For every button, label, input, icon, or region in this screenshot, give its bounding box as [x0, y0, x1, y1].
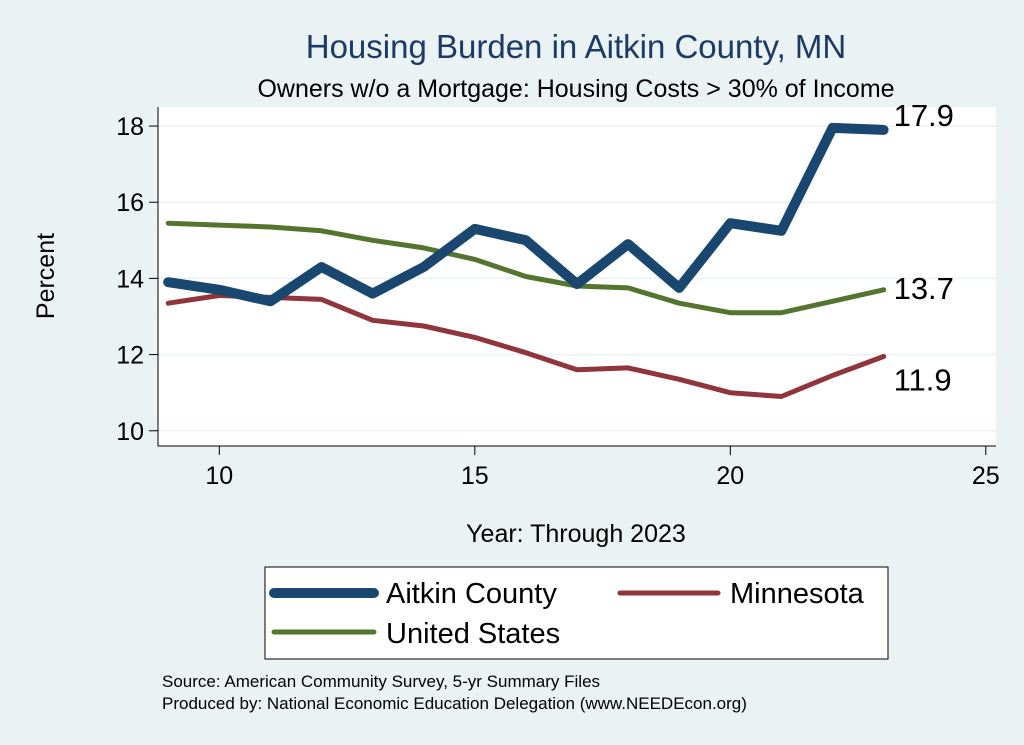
y-tick-label-10: 10 — [116, 418, 144, 446]
y-tick-label-18: 18 — [116, 113, 144, 141]
series-line-united-states — [165, 220, 887, 316]
y-axis-ticks: 10 12 14 16 18 — [116, 113, 158, 446]
source-line: Source: American Community Survey, 5-yr … — [162, 672, 600, 691]
chart-title: Housing Burden in Aitkin County, MN — [306, 28, 847, 65]
end-label-aitkin-county: 17.9 — [894, 98, 954, 133]
series-line-aitkin-county — [163, 122, 889, 307]
series-end-point-minnesota — [881, 353, 887, 359]
x-tick-label-25: 25 — [972, 462, 1000, 490]
series-end-point-aitkin-county — [879, 125, 888, 134]
producer-line: Produced by: National Economic Education… — [162, 694, 747, 713]
y-tick-label-12: 12 — [116, 342, 144, 370]
series-lines — [163, 122, 889, 399]
chart-subtitle: Owners w/o a Mortgage: Housing Costs > 3… — [257, 75, 894, 103]
y-tick-label-14: 14 — [116, 265, 144, 293]
y-axis-title: Percent — [32, 233, 60, 319]
x-tick-label-20: 20 — [716, 462, 744, 490]
series-end-point-united-states — [881, 287, 887, 293]
end-label-minnesota: 11.9 — [894, 362, 952, 397]
x-tick-label-15: 15 — [461, 462, 489, 490]
legend-label-aitkin-county: Aitkin County — [386, 578, 557, 610]
y-tick-label-16: 16 — [116, 189, 144, 217]
x-axis-ticks: 10 15 20 25 — [205, 446, 1000, 490]
end-labels: 17.9 11.9 13.7 — [894, 98, 954, 398]
legend-box — [264, 566, 889, 660]
series-line-minnesota — [165, 293, 887, 399]
legend-label-minnesota: Minnesota — [730, 578, 865, 610]
end-label-united-states: 13.7 — [894, 271, 954, 306]
x-axis-title: Year: Through 2023 — [466, 520, 686, 548]
plot-area — [158, 107, 996, 446]
x-tick-label-10: 10 — [205, 462, 233, 490]
legend-label-united-states: United States — [386, 618, 560, 650]
